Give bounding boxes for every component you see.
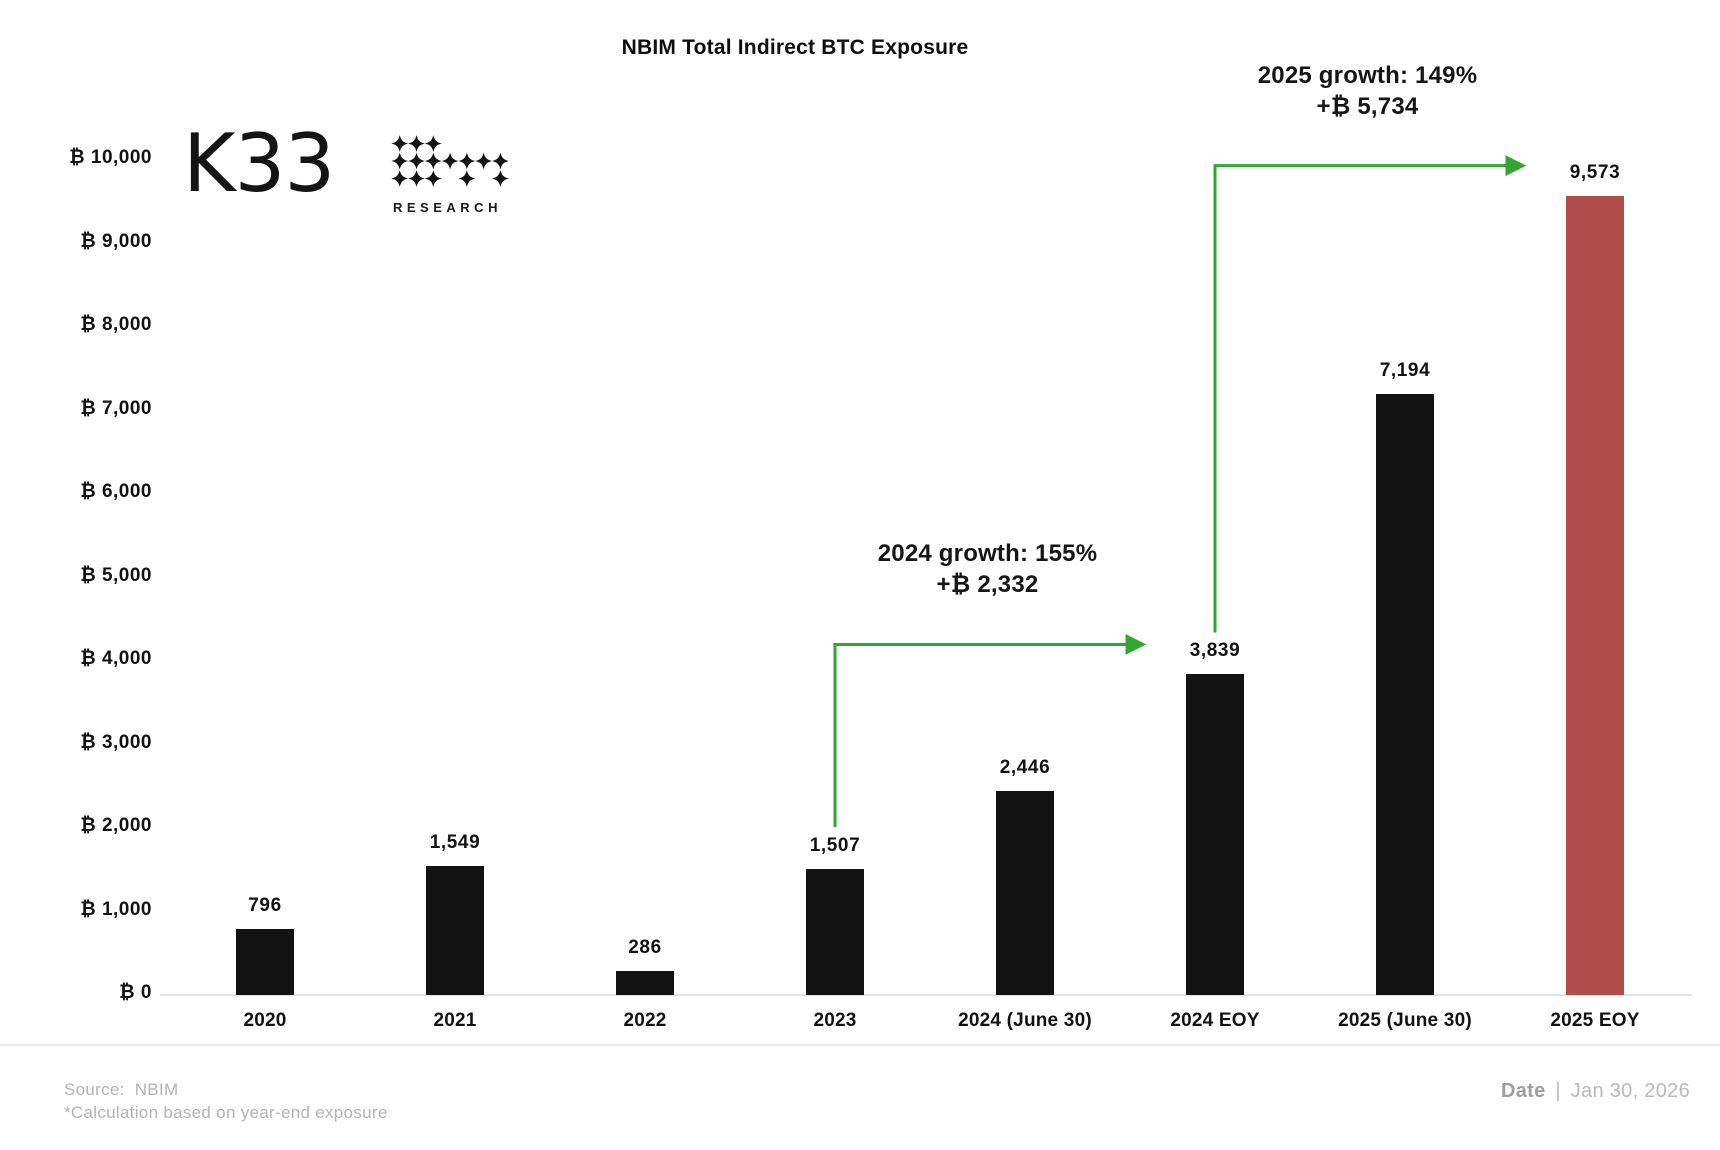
bar-value-label: 286 [628, 937, 662, 959]
growth-annotation-line1: 2024 growth: 155% [877, 540, 1098, 568]
k33-research-logo: K33 RESEARCH [183, 117, 523, 228]
growth-annotation-line2: +₿ 5,734 [1316, 92, 1419, 120]
page-title: NBIM Total Indirect BTC Exposure [621, 36, 969, 59]
growth-arrow-1 [833, 633, 1147, 828]
bar-2020 [236, 928, 294, 995]
x-axis-category-label: 2024 (June 30) [958, 1010, 1092, 1031]
date-label: Date [1500, 1080, 1546, 1102]
y-axis-tick-label: ₿ 7,000 [80, 397, 152, 419]
growth-annotation-2: 2025 growth: 149% +₿ 5,734 [1108, 60, 1628, 122]
bar-2025-june-30- [1376, 394, 1434, 995]
x-axis-category-label: 2022 [623, 1010, 667, 1031]
y-axis-tick-label: ₿ 1,000 [80, 898, 152, 920]
y-axis-tick-label: ₿ 2,000 [80, 815, 152, 836]
source-line: Source: NBIM [64, 1080, 178, 1100]
date-separator: | [1555, 1080, 1561, 1102]
bar-2024-eoy [1186, 674, 1244, 995]
growth-arrow-2 [1213, 155, 1527, 633]
bar-2024-june-30- [996, 790, 1054, 995]
x-axis-category-label: 2024 EOY [1170, 1010, 1260, 1031]
growth-annotation-line2: +₿ 2,332 [936, 571, 1039, 599]
y-axis-tick-label: ₿ 3,000 [80, 731, 152, 753]
source-value: NBIM [134, 1080, 179, 1099]
bar-value-label: 1,549 [429, 831, 481, 853]
bar-value-label: 2,446 [999, 756, 1051, 778]
y-axis-tick-label: ₿ 0 [119, 982, 152, 1003]
y-axis-tick-label: ₿ 9,000 [80, 230, 152, 252]
y-axis-tick-label: ₿ 5,000 [80, 564, 152, 586]
bar-2025-eoy [1566, 195, 1624, 995]
bar-2021 [426, 865, 484, 995]
growth-annotation-1: 2024 growth: 155% +₿ 2,332 [728, 538, 1248, 600]
y-axis-tick-label: ₿ 6,000 [80, 481, 152, 502]
x-axis-category-label: 2025 (June 30) [1338, 1010, 1472, 1031]
bar-value-label: 3,839 [1189, 640, 1241, 662]
y-axis-tick-label: ₿ 4,000 [80, 648, 152, 669]
x-axis-category-label: 2023 [813, 1010, 857, 1031]
growth-annotation-line1: 2025 growth: 149% [1257, 61, 1478, 89]
x-axis-category-label: 2020 [243, 1010, 287, 1031]
x-axis-category-label: 2021 [433, 1010, 477, 1031]
k33-wordmark: K33 [183, 117, 335, 210]
date-value: Jan 30, 2026 [1570, 1080, 1690, 1102]
bar-2022 [616, 971, 674, 995]
bar-value-label: 1,507 [809, 835, 861, 857]
k33-research-label: RESEARCH [393, 200, 502, 215]
y-axis-tick-label: ₿ 8,000 [80, 314, 152, 335]
bar-value-label: 796 [248, 894, 282, 916]
bar-2023 [806, 869, 864, 995]
x-axis-category-label: 2025 EOY [1550, 1010, 1640, 1031]
k33-stars-icon [391, 135, 509, 187]
footnote: *Calculation based on year-end exposure [64, 1103, 388, 1122]
bar-value-label: 9,573 [1569, 161, 1621, 183]
footer-divider [0, 1044, 1720, 1046]
y-axis-tick-label: ₿ 10,000 [69, 147, 152, 168]
x-axis-baseline [160, 994, 1692, 996]
date-line: Date | Jan 30, 2026 [1501, 1080, 1690, 1103]
bar-value-label: 7,194 [1379, 360, 1431, 382]
source-label: Source: [64, 1080, 125, 1099]
